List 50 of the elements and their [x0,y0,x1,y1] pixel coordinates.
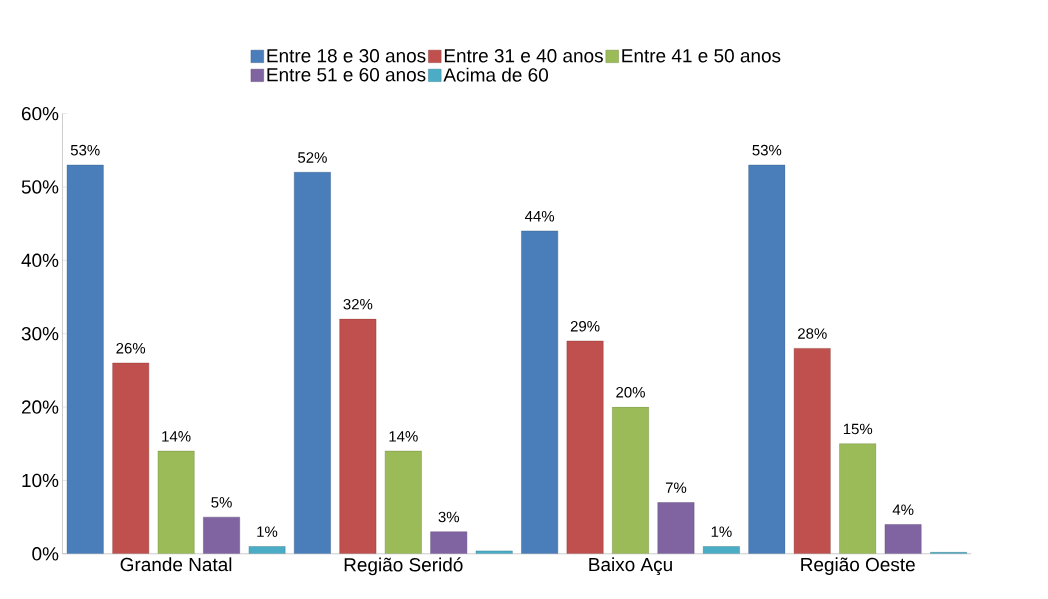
bar [793,348,831,554]
bar [66,164,104,554]
data-label: 5% [211,496,232,508]
bar [157,450,195,554]
bar [112,362,150,554]
data-label: 28% [798,328,827,339]
bar [748,164,786,554]
bar [521,230,558,554]
bar [657,502,695,554]
data-label: 53% [70,144,100,156]
y-tick-label: 0% [32,546,59,561]
data-label: 1% [711,526,732,537]
y-tick-label: 50% [21,180,59,194]
bar [384,450,422,554]
data-label: 26% [116,342,146,354]
bar [566,340,604,554]
bar [294,171,331,554]
bar [339,318,377,554]
data-label: 3% [438,511,460,523]
x-tick-label: Grande Natal [120,557,232,572]
bar [839,443,877,554]
y-tick-label: 20% [21,400,59,414]
data-label: 15% [843,423,873,435]
data-label: 53% [752,144,782,156]
y-tick-label: 60% [21,106,59,121]
data-label: 52% [298,152,327,163]
data-label: 7% [665,482,687,493]
legend-label: Entre 31 e 40 anos [444,48,603,63]
data-label: 1% [257,526,278,537]
data-label: 29% [570,320,600,332]
data-label: 4% [892,504,914,515]
y-tick-label: 10% [22,473,59,488]
bar [203,516,240,554]
bar [612,406,649,554]
data-label: 14% [389,430,418,442]
x-tick-label: Região Seridó [344,557,463,576]
x-tick-label: Região Oeste [801,557,915,575]
data-label: 14% [162,430,191,442]
data-label: 44% [524,210,555,222]
x-tick-label: Baixo Açu [589,557,672,575]
bar [884,524,922,554]
legend-label: Acima de 60 [443,67,548,82]
data-label: 20% [616,386,645,398]
legend-label: Entre 41 e 50 anos [622,48,781,63]
legend-label: Entre 51 e 60 anos [267,67,426,82]
bar [430,531,468,554]
y-tick-label: 30% [21,326,59,341]
data-label: 32% [343,298,373,310]
y-tick-label: 40% [21,253,59,267]
legend-label: Entre 18 e 30 anos [267,48,426,63]
